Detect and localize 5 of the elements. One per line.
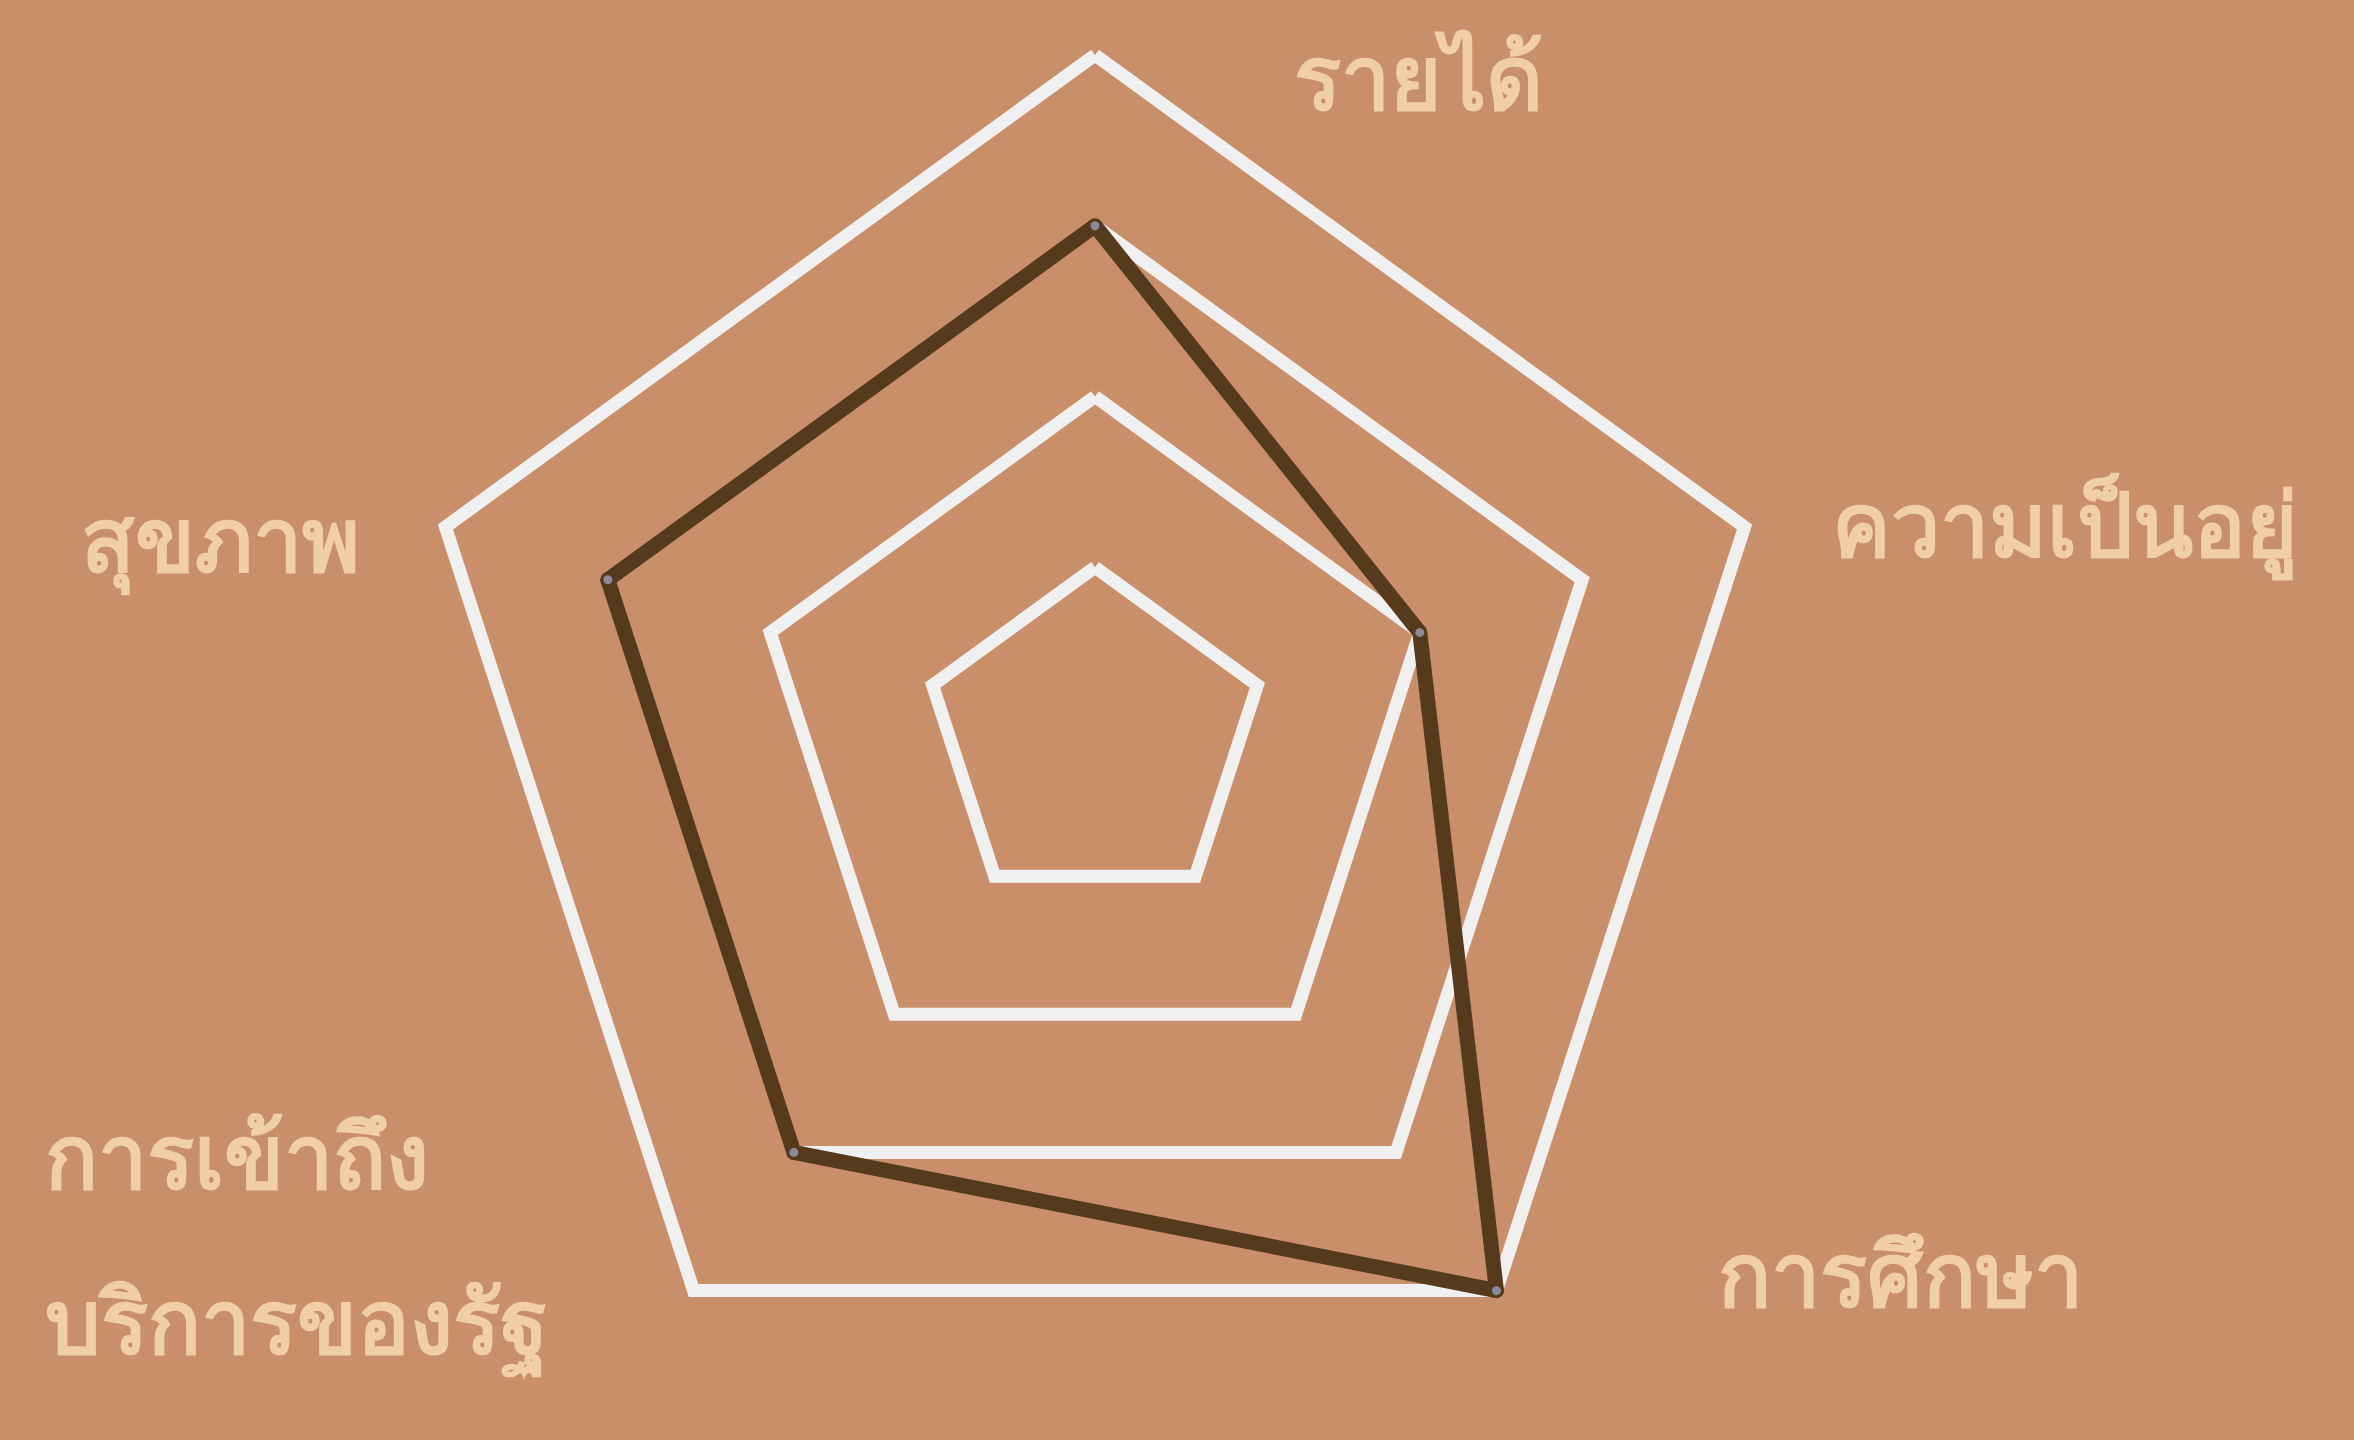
spoke-label: ความเป็นอยู่ [1832,471,2298,581]
spoke-label: การศึกษา [1717,1223,2083,1327]
spoke-label: การเข้าถึง บริการของรัฐ [45,1106,549,1380]
spoke-label: รายได้ [1293,26,1543,130]
spoke-label: สุขภาพ [80,488,360,596]
